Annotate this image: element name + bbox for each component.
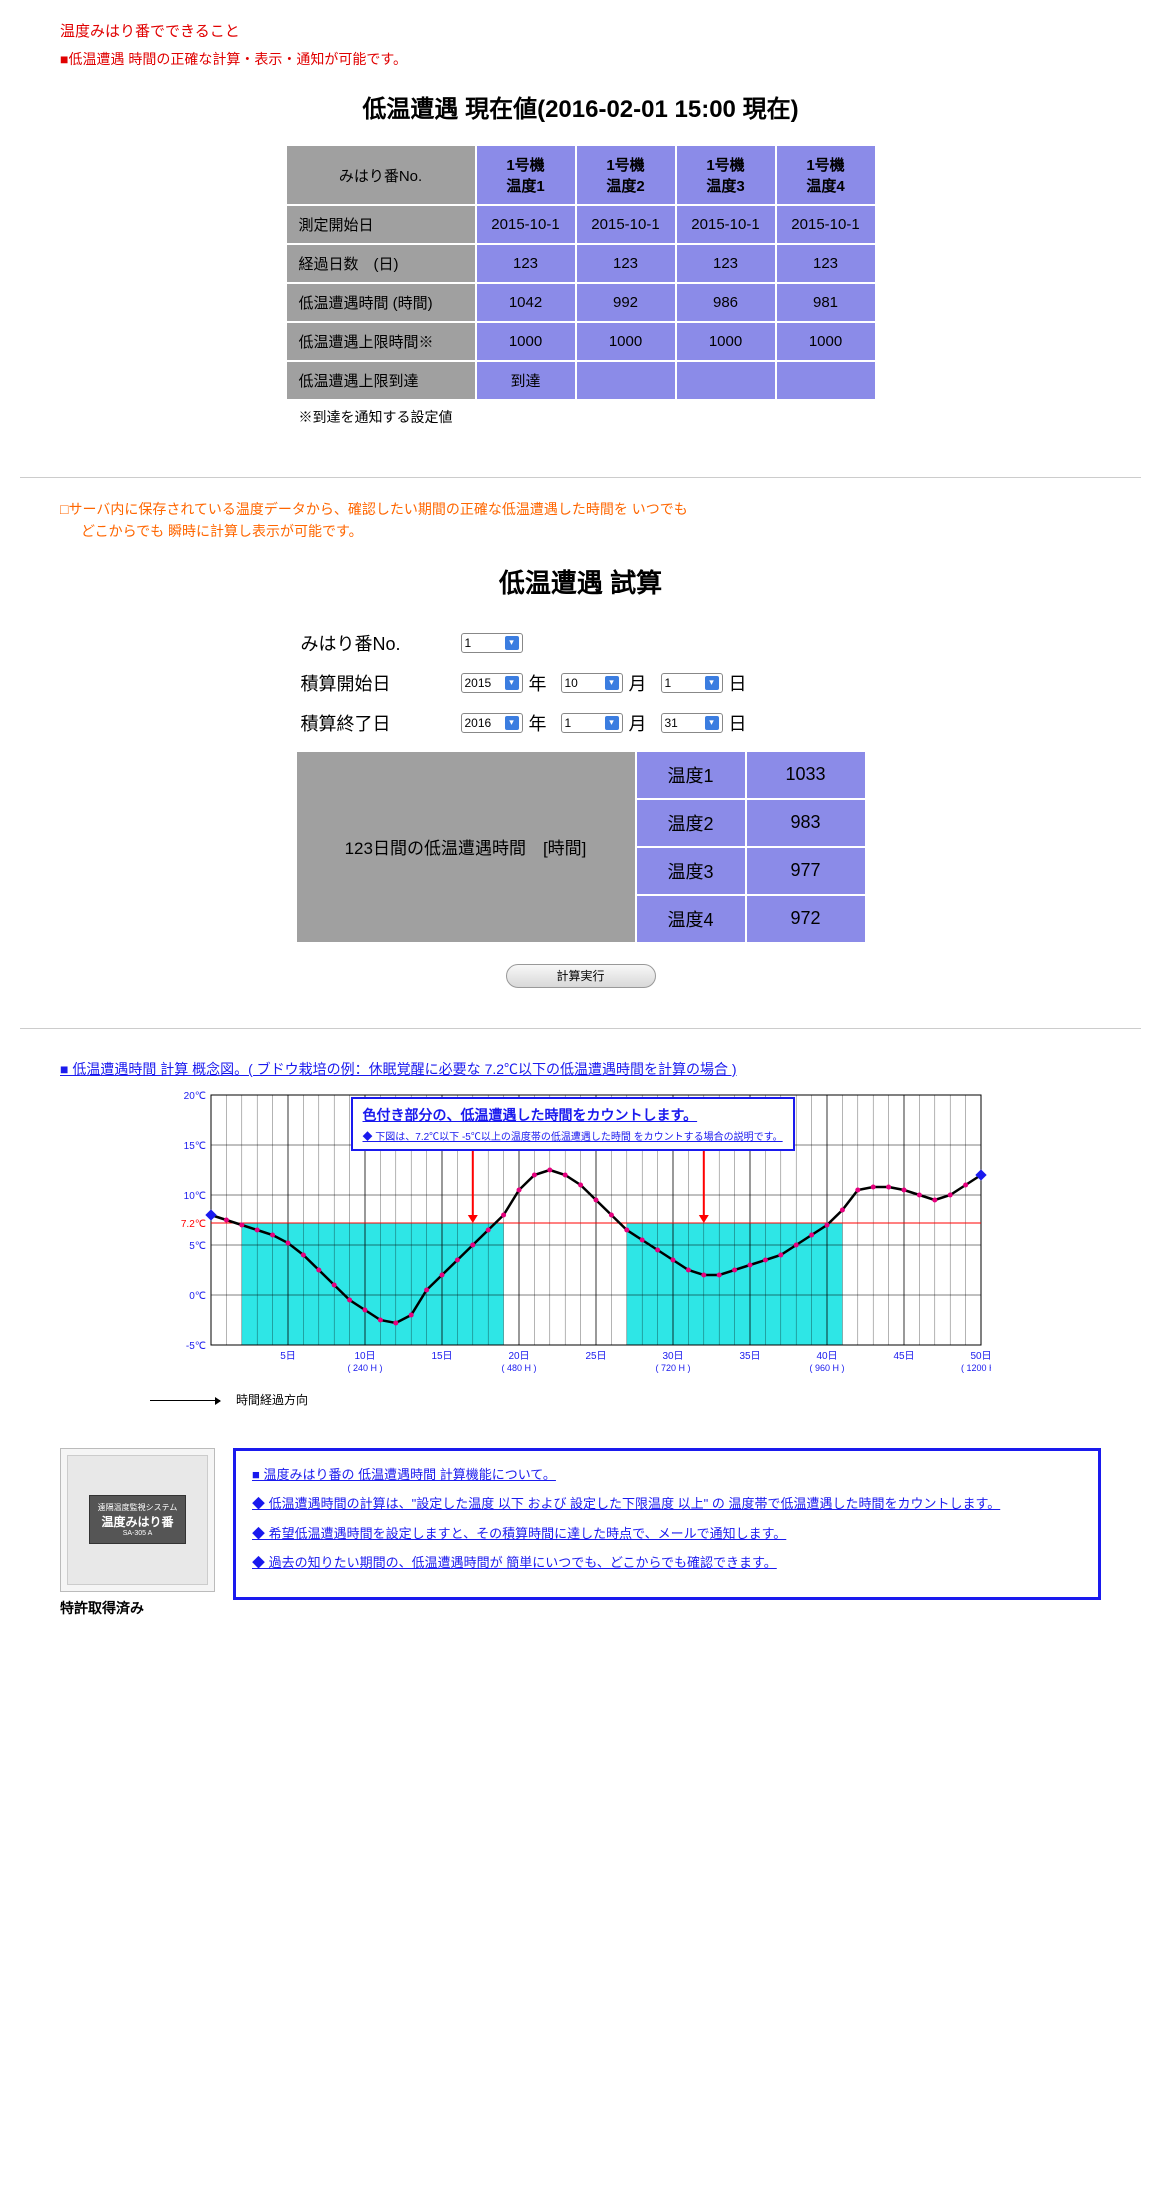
- row-label: 低温遭遇上限到達: [286, 361, 476, 400]
- feature-box: ■ 温度みはり番の 低温遭遇時間 計算機能について。 ◆ 低温遭遇時間の計算は、"…: [233, 1448, 1101, 1600]
- cell-value: 123: [776, 244, 876, 283]
- cell-value: 1000: [676, 322, 776, 361]
- svg-text:20日: 20日: [508, 1351, 529, 1362]
- svg-text:( 480 H ): ( 480 H ): [501, 1363, 536, 1373]
- intro-heading: 温度みはり番でできること: [60, 20, 1101, 41]
- cell-value: 1042: [476, 283, 576, 322]
- row-label: 測定開始日: [286, 205, 476, 244]
- result-name: 温度1: [636, 751, 746, 799]
- cell-value: 1000: [776, 322, 876, 361]
- svg-text:15日: 15日: [431, 1351, 452, 1362]
- row-label: 低温遭遇時間 (時間): [286, 283, 476, 322]
- select-end-year[interactable]: 2016▾: [461, 713, 523, 733]
- product-card: 遠隔温度監視システム 温度みはり番 SA-305 A 特許取得済み: [60, 1448, 215, 1618]
- th-col: 1号機 温度4: [776, 145, 876, 205]
- intro-section: 温度みはり番でできること ■低温遭遇 時間の正確な計算・表示・通知が可能です。 …: [60, 20, 1101, 437]
- cell-value: [776, 361, 876, 400]
- cell-value: 1000: [476, 322, 576, 361]
- cell-value: 123: [576, 244, 676, 283]
- svg-text:15℃: 15℃: [183, 1141, 205, 1152]
- svg-text:30日: 30日: [662, 1351, 683, 1362]
- row-label: 経過日数 (日): [286, 244, 476, 283]
- product-model: SA-305 A: [98, 1530, 178, 1537]
- svg-text:( 960 H ): ( 960 H ): [809, 1363, 844, 1373]
- result-name: 温度3: [636, 847, 746, 895]
- svg-text:25日: 25日: [585, 1351, 606, 1362]
- svg-text:( 1200 H ): ( 1200 H ): [960, 1363, 990, 1373]
- svg-text:( 720 H ): ( 720 H ): [655, 1363, 690, 1373]
- product-small-text: 遠隔温度監視システム: [98, 1502, 178, 1513]
- time-axis-label: 時間経過方向: [150, 1391, 1101, 1408]
- result-val: 972: [746, 895, 866, 943]
- feature-line: ◆ 希望低温遭遇時間を設定しますと、その積算時間に達した時点で、メールで通知しま…: [252, 1524, 1082, 1544]
- intro-sub: ■低温遭遇 時間の正確な計算・表示・通知が可能です。: [60, 49, 1101, 69]
- row-label: 低温遭遇上限時間※: [286, 322, 476, 361]
- svg-text:5日: 5日: [280, 1351, 296, 1362]
- bottom-section: 遠隔温度監視システム 温度みはり番 SA-305 A 特許取得済み ■ 温度みは…: [60, 1448, 1101, 1618]
- svg-text:50日: 50日: [970, 1351, 991, 1362]
- select-start-day[interactable]: 1▾: [661, 673, 723, 693]
- chart-section: ■ 低温遭遇時間 計算 概念図。( ブドウ栽培の例：休眠覚醒に必要な 7.2℃以…: [60, 1059, 1101, 1408]
- cell-value: 123: [676, 244, 776, 283]
- th-col: 1号機 温度1: [476, 145, 576, 205]
- result-val: 1033: [746, 751, 866, 799]
- result-name: 温度4: [636, 895, 746, 943]
- label-end-date: 積算終了日: [301, 710, 461, 736]
- svg-text:40日: 40日: [816, 1351, 837, 1362]
- chart-heading: ■ 低温遭遇時間 計算 概念図。( ブドウ栽培の例：休眠覚醒に必要な 7.2℃以…: [60, 1059, 1101, 1079]
- svg-text:10日: 10日: [354, 1351, 375, 1362]
- label-start-date: 積算開始日: [301, 670, 461, 696]
- cell-value: [676, 361, 776, 400]
- result-name: 温度2: [636, 799, 746, 847]
- svg-text:10℃: 10℃: [183, 1191, 205, 1202]
- svg-text:20℃: 20℃: [183, 1091, 205, 1102]
- calculation-section: □サーバ内に保存されている温度データから、確認したい期間の正確な低温遭遇した時間…: [60, 498, 1101, 988]
- cell-value: 123: [476, 244, 576, 283]
- chart-callout: 色付き部分の、低温遭遇した時間をカウントします。 ◆ 下図は、7.2℃以下 -5…: [351, 1097, 795, 1151]
- cell-value: [576, 361, 676, 400]
- cell-value: 2015-10-1: [476, 205, 576, 244]
- cell-value: 2015-10-1: [776, 205, 876, 244]
- results-label: 123日間の低温遭遇時間 [時間]: [296, 751, 636, 943]
- svg-text:45日: 45日: [893, 1351, 914, 1362]
- cell-value: 981: [776, 283, 876, 322]
- feature-line: ■ 温度みはり番の 低温遭遇時間 計算機能について。: [252, 1465, 1082, 1485]
- svg-text:0℃: 0℃: [189, 1291, 206, 1302]
- svg-text:-5℃: -5℃: [185, 1341, 205, 1352]
- result-val: 977: [746, 847, 866, 895]
- cell-value: 992: [576, 283, 676, 322]
- select-monitor-no[interactable]: 1▾: [461, 633, 523, 653]
- th-col: 1号機 温度3: [676, 145, 776, 205]
- svg-text:7.2℃: 7.2℃: [180, 1219, 205, 1230]
- cell-value: 2015-10-1: [576, 205, 676, 244]
- calculate-button[interactable]: 計算実行: [506, 964, 656, 988]
- select-start-month[interactable]: 10▾: [561, 673, 623, 693]
- table1-note: ※到達を通知する設定値: [286, 400, 876, 436]
- cell-value: 1000: [576, 322, 676, 361]
- th-no: みはり番No.: [286, 145, 476, 205]
- calc-title: 低温遭遇 試算: [60, 563, 1101, 600]
- label-monitor-no: みはり番No.: [301, 630, 461, 656]
- select-end-day[interactable]: 31▾: [661, 713, 723, 733]
- select-start-year[interactable]: 2015▾: [461, 673, 523, 693]
- orange-note: □サーバ内に保存されている温度データから、確認したい期間の正確な低温遭遇した時間…: [60, 498, 1101, 543]
- svg-text:( 240 H ): ( 240 H ): [347, 1363, 382, 1373]
- patent-label: 特許取得済み: [60, 1598, 215, 1618]
- feature-line: ◆ 低温遭遇時間の計算は、"設定した温度 以下 および 設定した下限温度 以上"…: [252, 1494, 1082, 1514]
- svg-text:35日: 35日: [739, 1351, 760, 1362]
- current-values-table: みはり番No. 1号機 温度1 1号機 温度2 1号機 温度3 1号機 温度4 …: [285, 144, 877, 437]
- results-table: 123日間の低温遭遇時間 [時間] 温度1 1033 温度2983 温度3977…: [295, 750, 867, 944]
- feature-line: ◆ 過去の知りたい期間の、低温遭遇時間が 簡単にいつでも、どこからでも確認できま…: [252, 1553, 1082, 1573]
- select-end-month[interactable]: 1▾: [561, 713, 623, 733]
- th-col: 1号機 温度2: [576, 145, 676, 205]
- result-val: 983: [746, 799, 866, 847]
- cell-value: 到達: [476, 361, 576, 400]
- cell-value: 986: [676, 283, 776, 322]
- table1-title: 低温遭遇 現在値(2016-02-01 15:00 現在): [60, 89, 1101, 124]
- product-big-text: 温度みはり番: [98, 1513, 178, 1530]
- cell-value: 2015-10-1: [676, 205, 776, 244]
- svg-text:5℃: 5℃: [189, 1241, 206, 1252]
